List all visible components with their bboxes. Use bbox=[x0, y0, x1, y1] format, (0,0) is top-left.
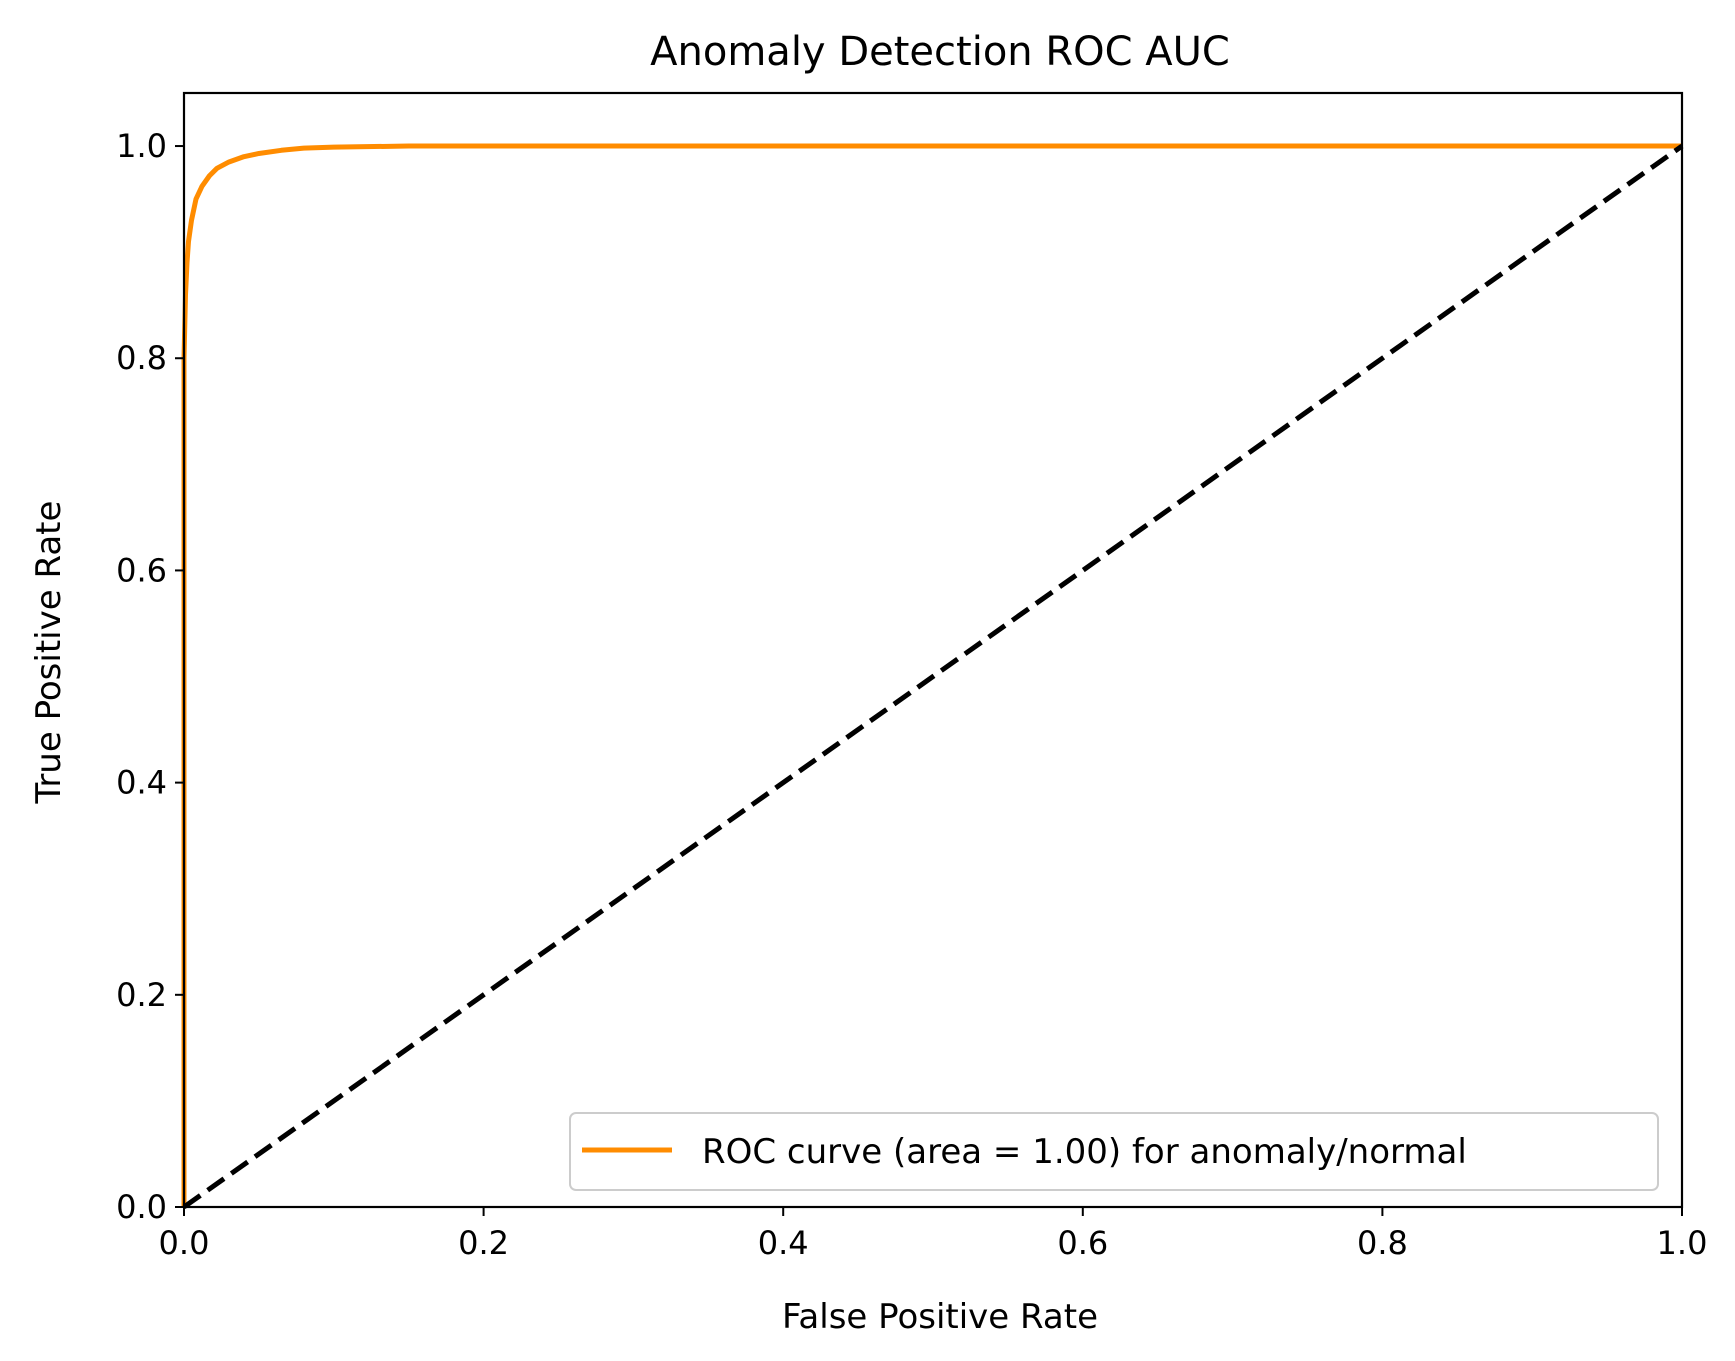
plot-frame bbox=[182, 91, 1684, 1209]
x-tick-label: 0.4 bbox=[758, 1224, 809, 1262]
axis-ticks: 0.0 0.2 0.4 0.6 0.8 1.0 0.0 0.2 0.4 0.6 0.8 1.0 bbox=[116, 127, 1707, 1262]
y-axis-label: True Positive Rate bbox=[29, 501, 69, 805]
x-tick-label: 0.8 bbox=[1357, 1224, 1408, 1262]
legend-box bbox=[569, 1112, 1659, 1191]
x-tick-label: 0.2 bbox=[458, 1224, 509, 1262]
plot-area bbox=[181, 143, 1684, 1210]
legend-label-roc: ROC curve (area = 1.00) for anomaly/norm… bbox=[702, 1132, 1467, 1172]
diagonal-reference-line bbox=[182, 144, 1684, 1210]
y-tick-label: 1.0 bbox=[116, 127, 167, 165]
y-tick-label: 0.4 bbox=[116, 764, 167, 802]
x-tick-label: 0.6 bbox=[1057, 1224, 1108, 1262]
y-tick-label: 0.8 bbox=[116, 339, 167, 377]
legend: ROC curve (area = 1.00) for anomaly/norm… bbox=[569, 1112, 1659, 1191]
x-tick-label: 0.0 bbox=[159, 1224, 210, 1262]
y-tick-label: 0.0 bbox=[116, 1188, 167, 1226]
y-tick-label: 0.6 bbox=[116, 551, 167, 589]
roc-curve-line bbox=[181, 143, 1682, 1207]
x-tick-label: 1.0 bbox=[1657, 1224, 1708, 1262]
x-axis-label: False Positive Rate bbox=[782, 1297, 1098, 1337]
chart-title: Anomaly Detection ROC AUC bbox=[650, 29, 1230, 75]
y-tick-label: 0.2 bbox=[116, 976, 167, 1014]
